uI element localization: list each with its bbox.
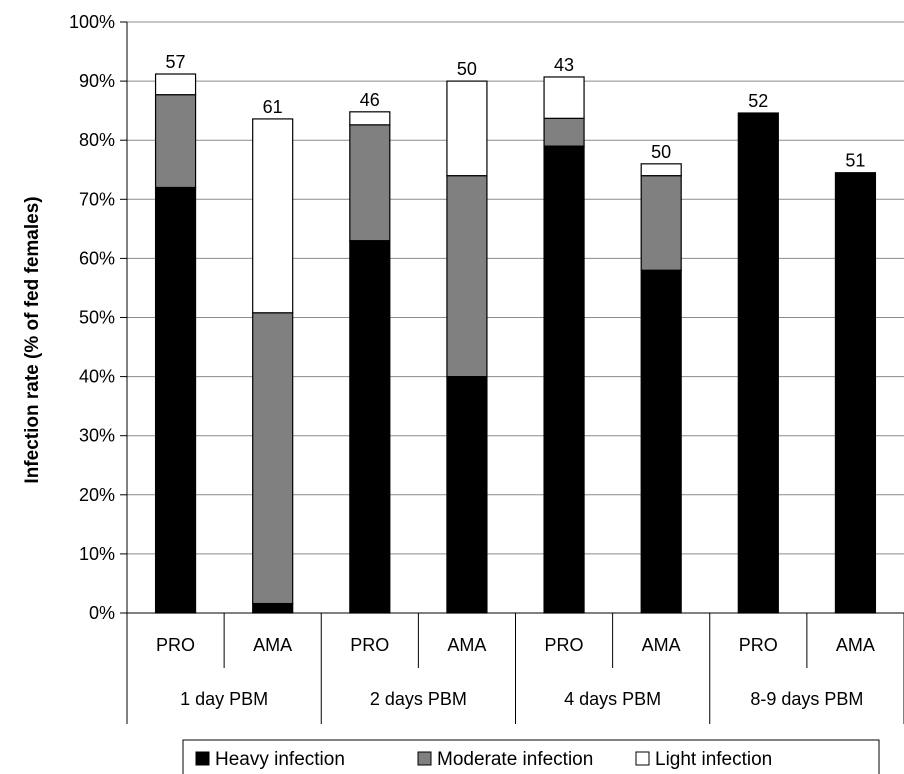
x-group-label: 8-9 days PBM — [750, 689, 863, 709]
y-tick-label: 20% — [79, 485, 115, 505]
x-category-label: AMA — [447, 635, 486, 655]
y-tick-label: 90% — [79, 71, 115, 91]
bar-segment-heavy — [737, 112, 779, 614]
bar-segment-heavy — [834, 172, 877, 614]
x-group-label: 1 day PBM — [180, 689, 268, 709]
legend-label-moderate: Moderate infection — [437, 749, 593, 770]
bar-segment-heavy — [349, 240, 391, 614]
bar-segment-heavy — [640, 269, 682, 614]
sample-size-label: 43 — [554, 55, 574, 75]
bar-segment-moderate — [154, 94, 197, 189]
bar-segment-moderate — [446, 175, 488, 378]
x-category-label: PRO — [156, 635, 195, 655]
sample-size-label: 50 — [457, 59, 477, 79]
legend-swatch-heavy — [195, 751, 210, 766]
bar-segment-light — [252, 118, 294, 314]
sample-size-labels: 57 61 46 50 43 50 52 51 — [166, 52, 866, 171]
y-tick-label: 10% — [79, 544, 115, 564]
bar-segment-light — [543, 76, 585, 119]
bar-segment-light — [154, 73, 197, 96]
x-group-label: 4 days PBM — [564, 689, 661, 709]
bars — [154, 73, 877, 614]
sample-size-label: 52 — [748, 91, 768, 111]
y-axis-title: Infection rate (% of fed females) — [22, 196, 43, 483]
x-category-label: AMA — [642, 635, 681, 655]
x-category-label: AMA — [836, 635, 875, 655]
bar-segment-heavy — [446, 376, 488, 614]
x-category-label: PRO — [545, 635, 584, 655]
bar-segment-light — [640, 163, 682, 177]
y-tick-label: 50% — [79, 308, 115, 328]
y-axis-ticks: 0% 10% 20% 30% 40% 50% 60% 70% 80% 90% 100% — [69, 12, 128, 623]
legend-swatch-moderate — [417, 751, 432, 766]
x-category-label: PRO — [739, 635, 778, 655]
gridlines — [127, 21, 904, 555]
y-tick-label: 100% — [69, 12, 115, 32]
bar-segment-heavy — [154, 186, 197, 614]
legend-label-light: Light infection — [655, 749, 772, 770]
y-tick-label: 40% — [79, 367, 115, 387]
sample-size-label: 50 — [651, 142, 671, 162]
y-tick-label: 0% — [89, 603, 115, 623]
bar-segment-moderate — [543, 117, 585, 147]
x-category-label: PRO — [350, 635, 389, 655]
y-tick-label: 80% — [79, 130, 115, 150]
sample-size-label: 57 — [166, 52, 186, 72]
bar-segment-moderate — [252, 312, 294, 605]
legend: Heavy infection Moderate infection Light i… — [182, 739, 880, 774]
y-tick-label: 30% — [79, 426, 115, 446]
x-category-label: AMA — [253, 635, 292, 655]
bar-segment-light — [446, 80, 488, 177]
y-tick-label: 60% — [79, 248, 115, 268]
sample-size-label: 61 — [263, 97, 283, 117]
bar-segment-moderate — [640, 175, 682, 271]
y-tick-label: 70% — [79, 189, 115, 209]
x-axis: PRO AMA PRO AMA PRO AMA PRO AMA 1 day PBM 2 days … — [126, 612, 904, 724]
bar-segment-light — [349, 111, 391, 126]
legend-label-heavy: Heavy infection — [215, 749, 345, 770]
bar-segment-heavy — [252, 602, 294, 614]
bar-segment-heavy — [543, 145, 585, 614]
x-group-label: 2 days PBM — [370, 689, 467, 709]
legend-swatch-light — [635, 751, 650, 766]
sample-size-label: 46 — [360, 90, 380, 110]
legend-box — [182, 739, 880, 774]
bar-segment-moderate — [349, 124, 391, 242]
sample-size-label: 51 — [845, 151, 865, 171]
